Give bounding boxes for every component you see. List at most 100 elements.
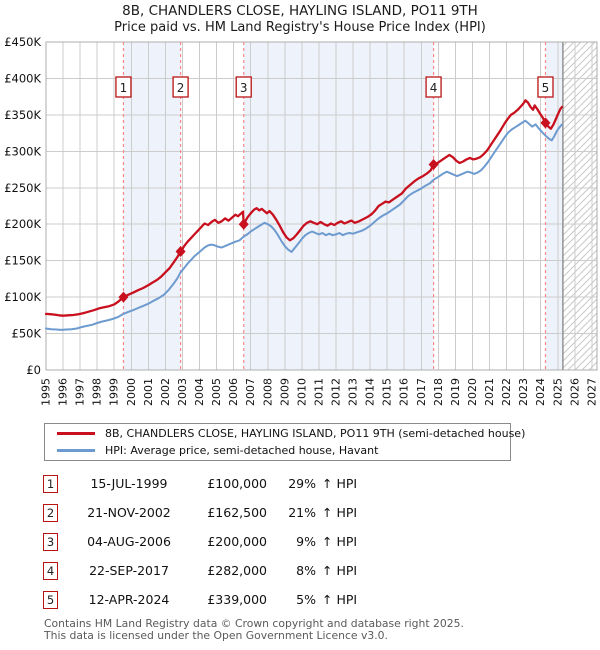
sale-date: 22-SEP-2017 — [89, 563, 169, 578]
sale-date: 21-NOV-2002 — [87, 505, 171, 520]
sale-row: 5 12-APR-2024 £339,000 5% ↑ HPI — [0, 589, 600, 618]
svg-text:2018: 2018 — [432, 378, 445, 406]
future-hatch-region — [562, 42, 597, 370]
svg-text:2006: 2006 — [227, 378, 240, 406]
sale-price: £339,000 — [207, 592, 267, 607]
svg-text:2010: 2010 — [295, 378, 308, 406]
svg-text:£400K: £400K — [4, 71, 41, 85]
chart-title: 8B, CHANDLERS CLOSE, HAYLING ISLAND, PO1… — [122, 3, 478, 19]
sale-row: 2 21-NOV-2002 £162,500 21% ↑ HPI — [0, 502, 600, 531]
svg-text:2009: 2009 — [278, 378, 291, 406]
svg-text:1999: 1999 — [108, 378, 121, 406]
svg-text:2019: 2019 — [449, 378, 462, 406]
sale-price: £282,000 — [207, 563, 267, 578]
legend-property-label: 8B, CHANDLERS CLOSE, HAYLING ISLAND, PO1… — [105, 427, 526, 440]
svg-text:2025: 2025 — [551, 378, 564, 406]
svg-text:£300K: £300K — [4, 144, 41, 158]
sale-number-badge: 1 — [43, 475, 58, 493]
chart-legend: 8B, CHANDLERS CLOSE, HAYLING ISLAND, PO1… — [44, 423, 525, 461]
sale-row: 3 04-AUG-2006 £200,000 9% ↑ HPI — [0, 531, 600, 560]
sale-date: 12-APR-2024 — [88, 592, 170, 607]
svg-text:£450K: £450K — [4, 35, 41, 49]
legend-item-property: 8B, CHANDLERS CLOSE, HAYLING ISLAND, PO1… — [45, 427, 525, 441]
svg-text:2004: 2004 — [193, 378, 206, 406]
svg-text:2005: 2005 — [210, 378, 223, 406]
sale-vs-hpi: 8% ↑ HPI — [280, 563, 420, 578]
svg-text:2002: 2002 — [159, 378, 172, 406]
x-axis-labels: 1995 1996 1997 1998 1999 2000 2001 2002 2003 2004… — [40, 378, 599, 406]
svg-text:2003: 2003 — [176, 378, 189, 406]
chart-subtitle: Price paid vs. HM Land Registry's House … — [114, 20, 486, 35]
sale-row: 1 15-JUL-1999 £100,000 29% ↑ HPI — [0, 473, 600, 502]
red-line-swatch-icon — [57, 432, 95, 435]
svg-text:£350K: £350K — [4, 108, 41, 122]
svg-text:2024: 2024 — [534, 378, 547, 406]
sale-hpi-direction: ↑ HPI — [322, 505, 358, 520]
sale-number-badge: 5 — [43, 591, 58, 609]
sale-diamond-icon — [238, 218, 249, 230]
legend-item-hpi: HPI: Average price, semi-detached house,… — [45, 444, 510, 458]
svg-text:£50K: £50K — [12, 327, 42, 341]
sale-hpi-pct: 8% — [296, 563, 316, 578]
sale-hpi-pct: 9% — [296, 534, 316, 549]
svg-text:2020: 2020 — [466, 378, 479, 406]
svg-text:£150K: £150K — [4, 254, 41, 268]
svg-text:2023: 2023 — [517, 378, 530, 406]
property-price-line — [44, 99, 564, 317]
sale-price: £100,000 — [207, 476, 267, 491]
sale-vs-hpi: 21% ↑ HPI — [280, 505, 420, 520]
footer-line-1: Contains HM Land Registry data © Crown c… — [44, 617, 464, 630]
svg-text:£100K: £100K — [4, 290, 41, 304]
svg-text:1: 1 — [120, 81, 128, 95]
svg-text:2026: 2026 — [568, 378, 581, 406]
sale-date: 15-JUL-1999 — [90, 476, 168, 491]
svg-text:2007: 2007 — [244, 378, 257, 406]
svg-text:1996: 1996 — [57, 378, 70, 406]
svg-text:1995: 1995 — [40, 378, 53, 406]
svg-text:2000: 2000 — [125, 378, 138, 406]
license-footer: Contains HM Land Registry data © Crown c… — [44, 618, 584, 641]
svg-text:2008: 2008 — [261, 378, 274, 406]
svg-text:4: 4 — [430, 81, 438, 95]
plot-border — [45, 41, 598, 371]
ownership-period-bands — [123, 42, 563, 370]
svg-text:2001: 2001 — [142, 378, 155, 406]
svg-text:2027: 2027 — [585, 378, 598, 406]
svg-text:2012: 2012 — [330, 378, 343, 406]
svg-text:2022: 2022 — [500, 378, 513, 406]
sale-price: £162,500 — [207, 505, 267, 520]
svg-text:5: 5 — [542, 81, 550, 95]
svg-text:2: 2 — [177, 81, 185, 95]
sale-number-badge: 4 — [43, 562, 58, 580]
svg-text:2013: 2013 — [347, 378, 360, 406]
sales-table: 1 15-JUL-1999 £100,000 29% ↑ HPI 2 21-NOV… — [0, 473, 600, 618]
legend-hpi-label: HPI: Average price, semi-detached house,… — [105, 444, 379, 457]
sale-vs-hpi: 5% ↑ HPI — [280, 592, 420, 607]
svg-text:2021: 2021 — [483, 378, 496, 406]
sale-diamond-icon — [540, 117, 551, 129]
svg-text:2015: 2015 — [381, 378, 394, 406]
sale-hpi-direction: ↑ HPI — [322, 592, 358, 607]
sale-number-badge: 2 — [43, 504, 58, 522]
sale-row: 4 22-SEP-2017 £282,000 8% ↑ HPI — [0, 560, 600, 589]
sale-markers — [118, 117, 551, 303]
svg-text:2017: 2017 — [415, 378, 428, 406]
blue-line-swatch-icon — [57, 449, 95, 452]
sale-price: £200,000 — [207, 534, 267, 549]
svg-text:1997: 1997 — [74, 378, 87, 406]
sale-vs-hpi: 9% ↑ HPI — [280, 534, 420, 549]
sale-date: 04-AUG-2006 — [87, 534, 171, 549]
sale-hpi-pct: 5% — [296, 592, 316, 607]
footer-line-2: This data is licensed under the Open Gov… — [44, 628, 388, 642]
sale-hpi-direction: ↑ HPI — [322, 476, 358, 491]
sale-hpi-pct: 29% — [288, 476, 316, 491]
sale-hpi-pct: 21% — [288, 505, 316, 520]
sale-number-boxes: 1 2 3 4 5 — [115, 76, 554, 98]
y-axis-labels: £0 £50K £100K £150K £200K £250K £300K £350K £400… — [4, 35, 41, 377]
hpi-line — [45, 119, 563, 331]
svg-text:3: 3 — [240, 81, 248, 95]
svg-text:2011: 2011 — [312, 378, 325, 406]
svg-text:£250K: £250K — [4, 181, 41, 195]
sale-number-badge: 3 — [43, 533, 58, 551]
